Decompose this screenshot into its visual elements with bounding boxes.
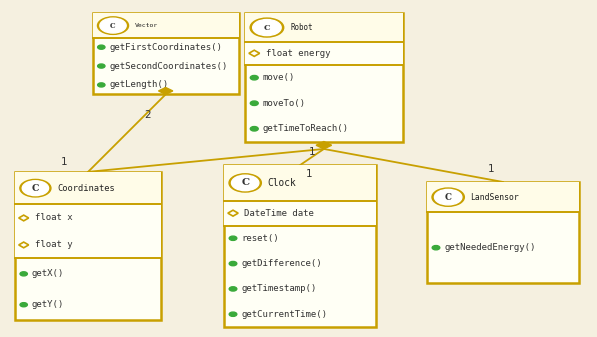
- FancyBboxPatch shape: [224, 201, 376, 225]
- Circle shape: [97, 17, 128, 34]
- Circle shape: [229, 287, 237, 291]
- Text: getCurrentTime(): getCurrentTime(): [241, 310, 327, 319]
- Text: 1: 1: [306, 169, 312, 179]
- Text: getNeededEnergy(): getNeededEnergy(): [444, 243, 536, 252]
- Text: 1: 1: [309, 147, 315, 157]
- Polygon shape: [158, 88, 173, 94]
- Text: C: C: [32, 184, 39, 193]
- Text: Coordinates: Coordinates: [57, 184, 115, 193]
- Text: float x: float x: [35, 213, 72, 222]
- Circle shape: [20, 179, 51, 197]
- FancyBboxPatch shape: [245, 13, 403, 42]
- FancyBboxPatch shape: [245, 42, 403, 65]
- Text: C: C: [445, 193, 452, 202]
- Text: float y: float y: [35, 240, 72, 249]
- Circle shape: [432, 188, 464, 206]
- Text: 1: 1: [488, 163, 494, 174]
- Text: float energy: float energy: [266, 49, 331, 58]
- Circle shape: [98, 83, 105, 87]
- Text: getSecondCoordinates(): getSecondCoordinates(): [109, 62, 227, 70]
- Circle shape: [22, 181, 48, 195]
- FancyBboxPatch shape: [245, 13, 403, 142]
- Circle shape: [232, 175, 259, 191]
- FancyBboxPatch shape: [224, 165, 376, 327]
- FancyBboxPatch shape: [15, 205, 161, 258]
- Circle shape: [100, 18, 126, 33]
- Circle shape: [229, 262, 237, 266]
- Text: getTimeToReach(): getTimeToReach(): [263, 124, 349, 133]
- Circle shape: [432, 246, 440, 250]
- FancyBboxPatch shape: [15, 172, 161, 205]
- Circle shape: [20, 303, 27, 307]
- Text: reset(): reset(): [241, 234, 279, 243]
- Text: getFirstCoordinates(): getFirstCoordinates(): [109, 43, 222, 52]
- Circle shape: [435, 189, 462, 205]
- Text: Clock: Clock: [267, 178, 296, 188]
- Text: C: C: [241, 178, 250, 187]
- Text: getY(): getY(): [32, 300, 64, 309]
- Text: getLength(): getLength(): [109, 81, 168, 89]
- Polygon shape: [316, 142, 332, 149]
- Circle shape: [250, 126, 259, 131]
- FancyBboxPatch shape: [93, 13, 239, 38]
- Circle shape: [250, 101, 259, 105]
- FancyBboxPatch shape: [15, 172, 161, 320]
- Circle shape: [253, 20, 281, 36]
- FancyBboxPatch shape: [224, 165, 376, 201]
- Circle shape: [20, 272, 27, 276]
- Circle shape: [98, 45, 105, 49]
- Text: C: C: [110, 22, 116, 30]
- Text: move(): move(): [263, 73, 295, 82]
- Text: C: C: [264, 24, 270, 32]
- Text: 2: 2: [144, 110, 151, 120]
- FancyBboxPatch shape: [427, 182, 579, 212]
- Text: getX(): getX(): [32, 269, 64, 278]
- FancyBboxPatch shape: [93, 13, 239, 94]
- Text: moveTo(): moveTo(): [263, 99, 306, 108]
- FancyBboxPatch shape: [427, 182, 579, 283]
- Text: DateTime date: DateTime date: [244, 209, 314, 218]
- Circle shape: [250, 75, 259, 80]
- Circle shape: [98, 64, 105, 68]
- Text: 1: 1: [61, 157, 67, 167]
- Text: getDifference(): getDifference(): [241, 259, 322, 268]
- Circle shape: [250, 18, 284, 37]
- Text: LandSensor: LandSensor: [470, 193, 519, 202]
- Text: Robot: Robot: [290, 23, 313, 32]
- Text: getTimestamp(): getTimestamp(): [241, 284, 316, 294]
- Text: Vector: Vector: [134, 23, 158, 28]
- Circle shape: [229, 174, 261, 192]
- Circle shape: [229, 236, 237, 240]
- Circle shape: [229, 312, 237, 316]
